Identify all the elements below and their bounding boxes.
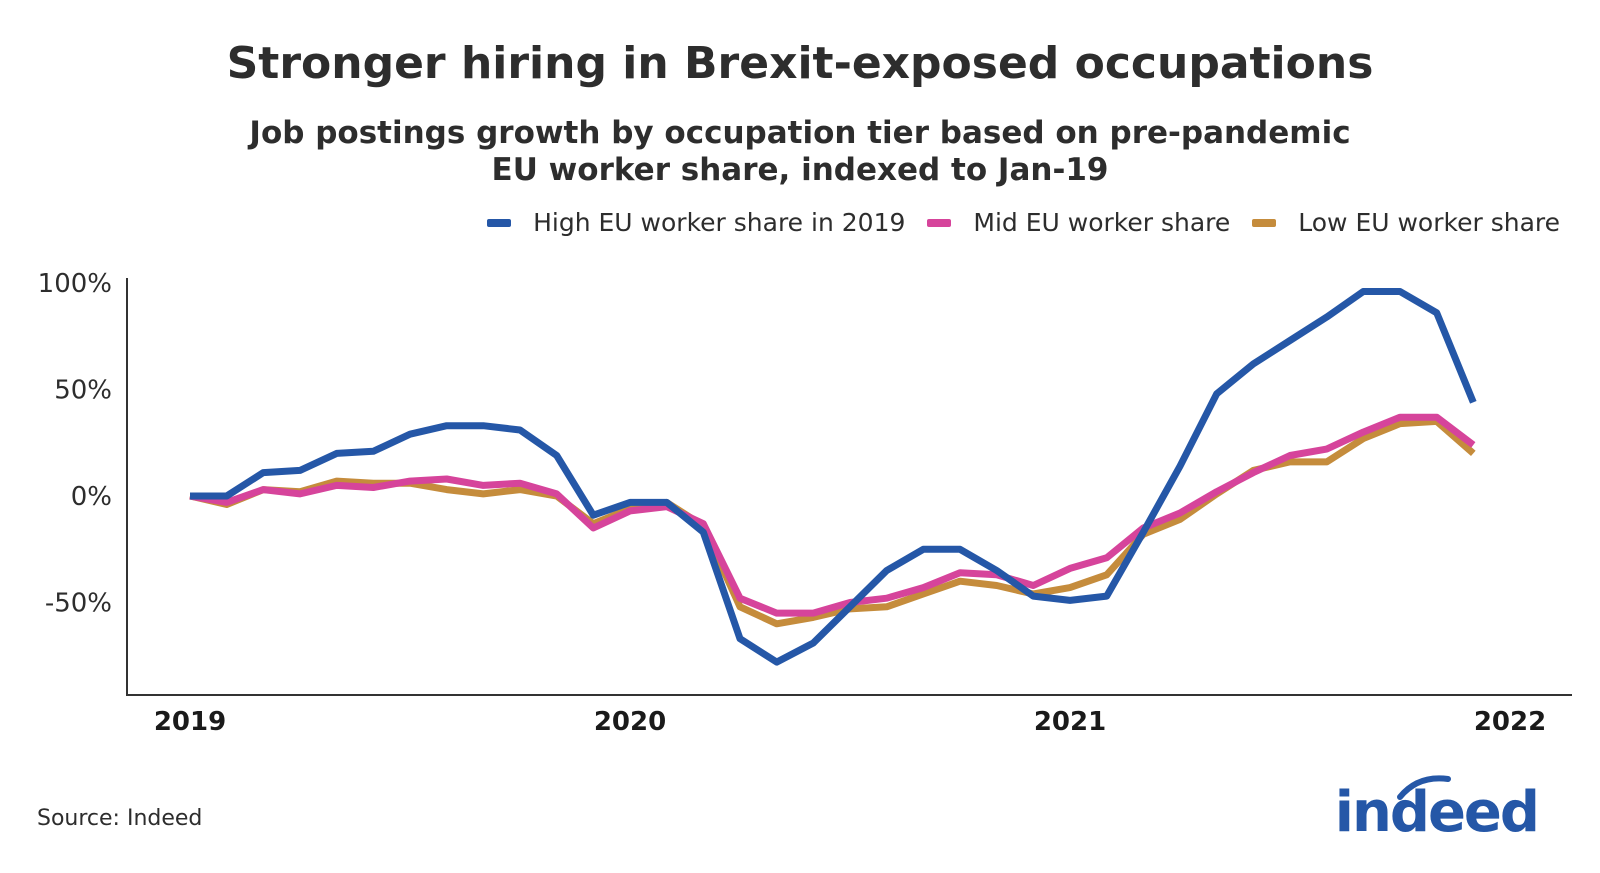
legend-item-mid: Mid EU worker share: [927, 208, 1230, 237]
x-tick-label: 2020: [594, 707, 666, 737]
legend-label-mid: Mid EU worker share: [973, 208, 1231, 237]
legend-swatch-low: [1252, 218, 1277, 227]
x-axis-ticks: 2019 2020 2021 2022: [154, 707, 1546, 737]
x-tick-label: 2019: [154, 707, 226, 737]
y-tick-label: -50%: [45, 589, 112, 619]
series-line-low: [189, 417, 1476, 628]
x-tick-label: 2022: [1474, 707, 1546, 737]
y-tick-label: 100%: [38, 269, 112, 299]
logo-wordmark: indeed: [1334, 780, 1540, 845]
legend-label-low: Low EU worker share: [1298, 208, 1560, 237]
x-tick-label: 2021: [1034, 707, 1106, 737]
legend-label-high: High EU worker share in 2019: [533, 208, 906, 237]
series-line-high: [190, 288, 1477, 666]
source-note: Source: Indeed: [37, 806, 203, 831]
chart-subtitle-line2: EU worker share, indexed to Jan-19: [491, 152, 1109, 188]
y-tick-label: 50%: [54, 376, 112, 406]
chart-subtitle-line1: Job postings growth by occupation tier b…: [249, 115, 1351, 151]
logo-swoosh-icon: [1397, 775, 1451, 800]
legend-item-low: Low EU worker share: [1252, 208, 1560, 237]
series-line-mid: [189, 413, 1476, 617]
y-tick-label: 0%: [71, 482, 112, 512]
y-axis-ticks: 100% 50% 0% -50%: [38, 269, 112, 619]
legend: High EU worker share in 2019 Mid EU work…: [465, 208, 1560, 237]
legend-swatch-high: [487, 218, 512, 227]
series-lines: [189, 288, 1477, 666]
legend-item-high: High EU worker share in 2019: [487, 208, 905, 237]
indeed-logo: indeed: [1334, 765, 1540, 845]
chart-title: Stronger hiring in Brexit-exposed occupa…: [226, 38, 1374, 89]
legend-swatch-mid: [927, 218, 952, 227]
